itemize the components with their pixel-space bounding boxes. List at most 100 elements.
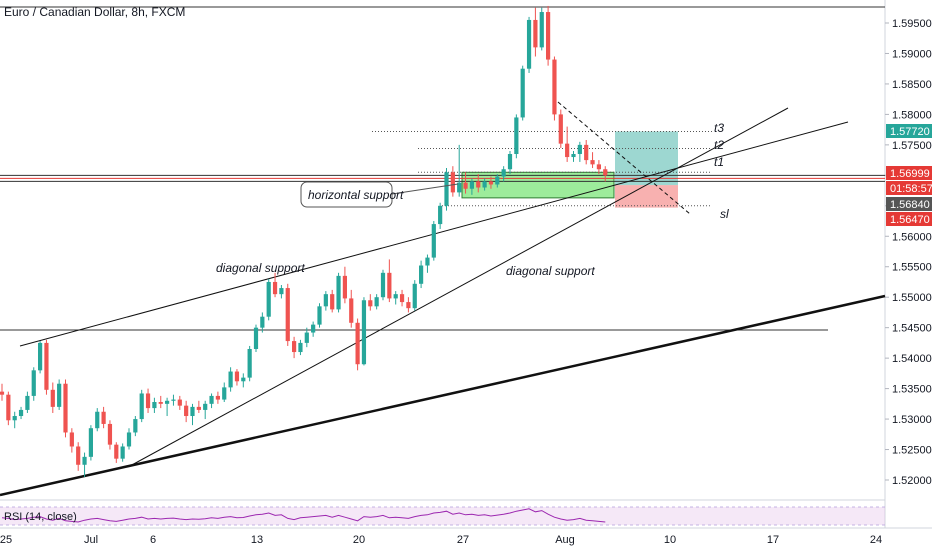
candle-body xyxy=(419,265,424,284)
rsi-label: RSI (14, close) xyxy=(4,511,77,523)
candle-body xyxy=(145,393,151,409)
candle-body xyxy=(171,399,176,401)
candle-body xyxy=(546,12,551,60)
candle-body xyxy=(260,316,265,328)
candle-body xyxy=(63,383,68,433)
candle-body xyxy=(507,154,513,170)
y-tick-label: 1.54000 xyxy=(892,353,932,365)
candle-body xyxy=(12,416,17,421)
x-tick-label: Aug xyxy=(555,534,575,546)
candle-body xyxy=(317,306,322,325)
y-tick-label: 1.56000 xyxy=(892,231,932,243)
diagonal-support-label-1: diagonal support xyxy=(216,261,305,275)
candle-body xyxy=(228,371,233,388)
candle-body xyxy=(253,327,259,349)
candle-body xyxy=(101,411,106,424)
y-tick-label: 1.53500 xyxy=(892,384,932,396)
candle-body xyxy=(292,341,297,353)
candle-body xyxy=(603,169,608,176)
candle-body xyxy=(323,294,328,307)
countdown-tag xyxy=(886,181,932,195)
candle-body xyxy=(342,275,347,299)
candle-body xyxy=(387,272,392,299)
t3-price-text: 1.57720 xyxy=(890,126,930,138)
candle-body xyxy=(6,394,11,421)
entry-price-text: 1.56840 xyxy=(890,199,930,211)
current-price-tag xyxy=(886,166,932,180)
candle-body xyxy=(349,298,354,323)
candle-body xyxy=(552,59,557,115)
candle-body xyxy=(95,411,100,429)
candle-body xyxy=(82,456,87,465)
candle-body xyxy=(539,12,544,48)
y-tick-label: 1.52500 xyxy=(892,445,932,457)
y-tick-label: 1.52000 xyxy=(892,475,932,487)
long-term-support-line xyxy=(0,294,886,497)
candle-body xyxy=(165,400,170,404)
horizontal-support-label: horizontal support xyxy=(308,188,404,202)
candle-body xyxy=(590,160,595,165)
candle-body xyxy=(355,322,360,365)
candle-body xyxy=(139,393,144,420)
stop-zone xyxy=(615,185,678,208)
horizontal-support-callout: horizontal support xyxy=(300,181,459,208)
candle-body xyxy=(380,272,386,298)
x-tick-label: 6 xyxy=(150,534,156,546)
candle-body xyxy=(565,143,570,158)
candle-body xyxy=(285,288,290,342)
candle-body xyxy=(444,172,449,206)
x-tick-label: 13 xyxy=(251,534,263,546)
y-tick-label: 1.54500 xyxy=(892,323,932,335)
candle-body xyxy=(190,406,195,417)
candle-body xyxy=(76,446,81,465)
diagonal-support-line xyxy=(129,107,789,467)
candle-body xyxy=(482,181,487,188)
candle-body xyxy=(399,294,405,303)
candle-body xyxy=(279,288,284,295)
x-tick-label: 25 xyxy=(0,534,12,546)
candle-body xyxy=(177,399,182,406)
candle-body xyxy=(457,182,462,193)
rsi-pane: RSI (14, close) xyxy=(0,506,885,526)
candle-body xyxy=(38,342,43,371)
stop-price-tag xyxy=(886,212,932,226)
candle-body xyxy=(152,402,157,409)
x-tick-label: 20 xyxy=(353,534,365,546)
candle-body xyxy=(241,377,246,382)
candle-body xyxy=(412,283,417,309)
candle-body xyxy=(463,182,468,189)
y-tick-label: 1.59000 xyxy=(892,48,932,60)
candle-body xyxy=(526,19,532,69)
candle-body xyxy=(215,395,220,400)
candle-body xyxy=(304,332,309,343)
candle-body xyxy=(234,371,240,382)
candle-body xyxy=(336,275,341,310)
candle-body xyxy=(520,68,525,118)
countdown-text: 01:58:57 xyxy=(890,183,932,195)
y-tick-label: 1.57500 xyxy=(892,140,932,152)
candle-body xyxy=(488,181,494,185)
candle-body xyxy=(114,444,119,459)
candle-body xyxy=(184,405,189,417)
candle-body xyxy=(57,383,62,407)
diagonal-support-label-2: diagonal support xyxy=(506,264,595,278)
candle-body xyxy=(450,172,455,193)
candle-body xyxy=(120,446,125,459)
rsi-line xyxy=(1,508,606,523)
candles xyxy=(0,5,608,477)
t3-price-tag xyxy=(886,124,932,138)
y-tick-label: 1.59500 xyxy=(892,18,932,30)
candle-body xyxy=(126,432,132,447)
candle-body xyxy=(533,19,538,48)
candle-body xyxy=(438,205,443,225)
candle-body xyxy=(196,406,201,410)
candle-body xyxy=(50,389,55,407)
candle-body xyxy=(44,342,49,390)
current-price-text: 1.56999 xyxy=(890,168,930,180)
candle-body xyxy=(158,402,163,404)
candle-body xyxy=(88,428,93,457)
candle-body xyxy=(374,297,379,307)
candle-body xyxy=(495,176,500,185)
candle-body xyxy=(25,395,30,410)
